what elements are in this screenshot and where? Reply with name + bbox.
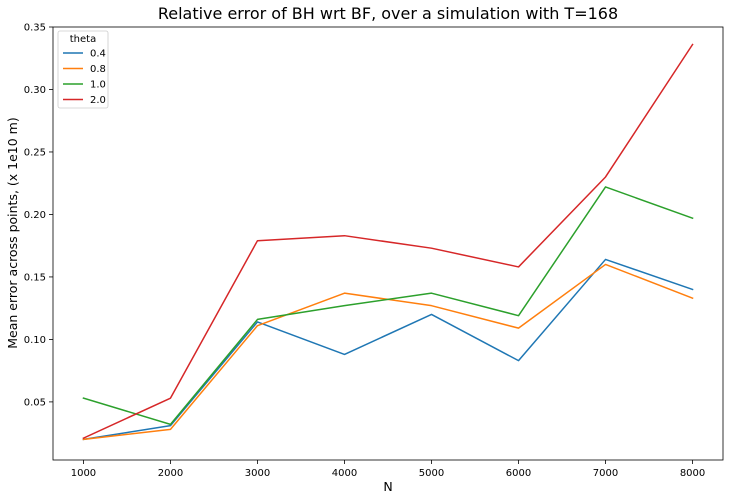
legend: theta 0.4 0.8 1.0 2.0: [57, 30, 109, 109]
series-line-2-0: [82, 43, 694, 440]
y-tick-label: 0.05: [24, 397, 46, 408]
x-tick-label: 8000: [680, 468, 705, 479]
x-tick-label: 2000: [158, 468, 183, 479]
y-axis-label: Mean error across points, (x 1e10 m): [5, 117, 20, 348]
x-tick-label: 7000: [593, 468, 618, 479]
x-tick-label: 1000: [71, 468, 96, 479]
x-tick-label: 4000: [332, 468, 357, 479]
y-tick-label: 0.10: [24, 335, 46, 346]
x-tick-label: 5000: [419, 468, 444, 479]
x-tick-label: 6000: [506, 468, 531, 479]
y-tick-label: 0.20: [24, 210, 46, 221]
series-line-0-8: [82, 263, 694, 441]
y-tick-label: 0.30: [24, 85, 46, 96]
legend-entry-label: 0.4: [90, 49, 106, 60]
plot-area: 1000 2000 3000 4000 5000 6000 7000 8000 0.05 0.10…: [24, 23, 724, 479]
y-tick-label: 0.35: [24, 23, 46, 34]
y-tick-label: 0.25: [24, 147, 46, 158]
x-axis-label: N: [383, 479, 392, 494]
series-line-0-4: [82, 258, 694, 441]
axes-frame: [52, 26, 724, 461]
series-line-1-0: [82, 186, 694, 426]
y-tick-label: 0.15: [24, 272, 46, 283]
legend-entry-label: 2.0: [90, 95, 106, 106]
chart-title: Relative error of BH wrt BF, over a simu…: [158, 4, 618, 23]
legend-entry-label: 0.8: [90, 64, 106, 75]
x-tick-label: 3000: [245, 468, 270, 479]
legend-title: theta: [70, 34, 96, 45]
legend-entry-label: 1.0: [90, 80, 106, 91]
legend-box: [57, 30, 109, 109]
